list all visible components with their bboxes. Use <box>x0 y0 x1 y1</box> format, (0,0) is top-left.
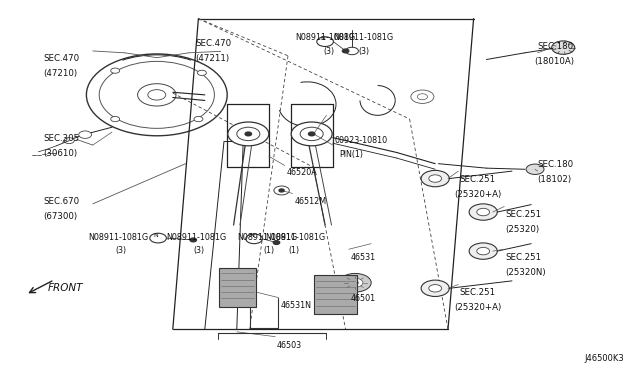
Text: (3): (3) <box>323 47 334 56</box>
Circle shape <box>339 273 371 292</box>
Text: SEC.670: SEC.670 <box>44 197 79 206</box>
Circle shape <box>317 37 333 46</box>
Text: (25320+A): (25320+A) <box>454 190 502 199</box>
Circle shape <box>477 208 490 216</box>
Circle shape <box>150 233 166 243</box>
Circle shape <box>342 49 349 53</box>
Text: (25320): (25320) <box>506 225 540 234</box>
Text: SEC.470: SEC.470 <box>195 39 231 48</box>
Text: 46512M: 46512M <box>294 197 326 206</box>
Text: SEC.180: SEC.180 <box>538 160 573 169</box>
Text: N08911-1081G: N08911-1081G <box>88 232 148 241</box>
Circle shape <box>291 122 332 146</box>
Circle shape <box>411 90 434 103</box>
Circle shape <box>417 94 428 100</box>
Circle shape <box>64 138 74 144</box>
Circle shape <box>245 132 252 136</box>
Text: (25320+A): (25320+A) <box>454 303 502 312</box>
Circle shape <box>429 285 442 292</box>
Circle shape <box>148 90 166 100</box>
Circle shape <box>228 122 269 146</box>
Text: SEC.251: SEC.251 <box>506 253 541 262</box>
Text: (18102): (18102) <box>538 175 572 184</box>
Text: (47210): (47210) <box>44 69 77 78</box>
Text: (25320N): (25320N) <box>506 268 546 277</box>
Circle shape <box>429 175 442 182</box>
Circle shape <box>111 68 120 73</box>
Text: N: N <box>321 36 325 41</box>
Text: 46503: 46503 <box>276 341 301 350</box>
Circle shape <box>552 41 575 54</box>
Text: SEC.251: SEC.251 <box>460 288 495 297</box>
Text: 46531N: 46531N <box>280 301 311 310</box>
Text: N08911-1081G: N08911-1081G <box>166 232 227 241</box>
Circle shape <box>348 278 363 287</box>
Text: (47211): (47211) <box>195 54 229 63</box>
Circle shape <box>86 54 227 136</box>
Text: J46500K3: J46500K3 <box>584 354 624 363</box>
Text: FRONT: FRONT <box>48 283 83 293</box>
Polygon shape <box>219 268 256 307</box>
Text: (3): (3) <box>358 47 369 56</box>
Circle shape <box>99 61 214 128</box>
Circle shape <box>477 247 490 255</box>
Text: (1): (1) <box>288 246 299 255</box>
Circle shape <box>111 116 120 122</box>
Text: SEC.180: SEC.180 <box>538 42 573 51</box>
Text: (3): (3) <box>115 246 126 255</box>
Circle shape <box>138 84 176 106</box>
Text: N08911-1081G: N08911-1081G <box>333 33 394 42</box>
Text: SEC.305: SEC.305 <box>44 134 79 143</box>
Circle shape <box>346 47 358 55</box>
Circle shape <box>237 127 260 141</box>
Text: 46520A: 46520A <box>287 168 317 177</box>
Circle shape <box>421 170 449 187</box>
Text: (3): (3) <box>193 246 204 255</box>
Text: SEC.251: SEC.251 <box>506 210 541 219</box>
Circle shape <box>246 234 262 244</box>
Text: PIN(1): PIN(1) <box>339 150 364 158</box>
Text: (1): (1) <box>264 246 275 255</box>
Circle shape <box>197 70 206 76</box>
Circle shape <box>190 238 196 242</box>
Circle shape <box>352 281 358 285</box>
Text: (30610): (30610) <box>44 149 77 158</box>
Circle shape <box>421 280 449 296</box>
Circle shape <box>469 243 497 259</box>
Text: (18010A): (18010A) <box>534 57 575 65</box>
Circle shape <box>526 164 544 174</box>
Circle shape <box>279 189 284 192</box>
Text: N08911-1081G: N08911-1081G <box>266 232 326 241</box>
Text: N08911-1081G: N08911-1081G <box>237 232 297 241</box>
Text: (67300): (67300) <box>44 212 77 221</box>
Circle shape <box>300 127 323 141</box>
Text: 00923-10810: 00923-10810 <box>334 136 387 145</box>
Text: SEC.251: SEC.251 <box>460 175 495 184</box>
Circle shape <box>469 204 497 220</box>
Circle shape <box>274 186 289 195</box>
Text: 46501: 46501 <box>351 294 376 303</box>
Circle shape <box>273 241 280 244</box>
Text: SEC.470: SEC.470 <box>44 54 79 63</box>
Text: N: N <box>250 233 254 238</box>
Text: 46531: 46531 <box>351 253 376 262</box>
Text: N08911-1081G: N08911-1081G <box>296 33 356 42</box>
Circle shape <box>308 132 315 136</box>
Circle shape <box>194 116 203 122</box>
Polygon shape <box>314 275 357 314</box>
Circle shape <box>79 131 92 138</box>
Text: N: N <box>154 232 158 238</box>
